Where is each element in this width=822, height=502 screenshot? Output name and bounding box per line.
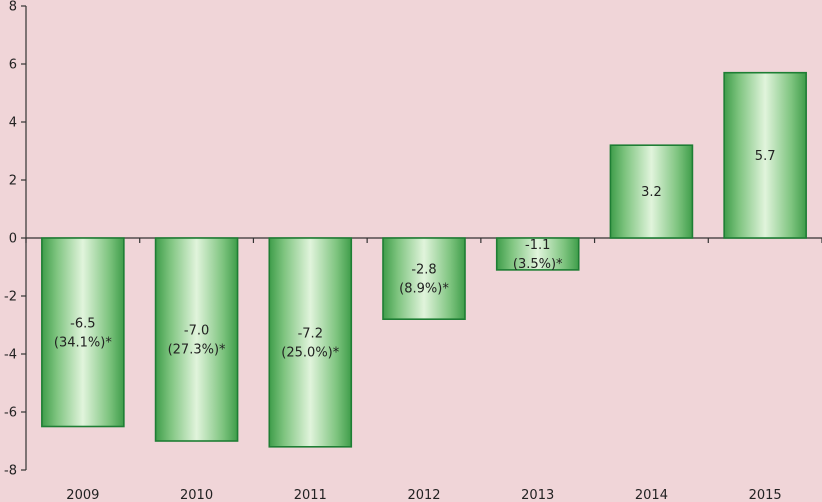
bar-value-label: 5.7 bbox=[755, 149, 776, 164]
y-tick-label: 6 bbox=[9, 58, 17, 73]
bar-percent-label: (34.1%)* bbox=[54, 335, 112, 350]
bar-value-label: -7.2 bbox=[298, 326, 323, 341]
bar-2012 bbox=[382, 237, 466, 320]
bars bbox=[41, 71, 807, 448]
bar-percent-label: (3.5%)* bbox=[513, 257, 563, 272]
bar-2014 bbox=[609, 144, 694, 239]
x-tick-label: 2014 bbox=[635, 488, 668, 502]
y-tick-label: 4 bbox=[9, 116, 17, 131]
bar-value-label: -1.1 bbox=[525, 238, 550, 253]
bar-value-label: 3.2 bbox=[641, 185, 662, 200]
y-axis: -8 -6 -4 -2 0 2 4 6 8 bbox=[4, 0, 27, 479]
bar-2010 bbox=[154, 237, 239, 442]
y-tick-label: 2 bbox=[9, 174, 17, 189]
bar-2015 bbox=[723, 71, 807, 239]
y-tick-label: -4 bbox=[4, 348, 17, 363]
bar-percent-label: (25.0%)* bbox=[281, 345, 339, 360]
y-tick-label: 0 bbox=[9, 232, 17, 247]
y-tick-label: -2 bbox=[4, 290, 17, 305]
bar-percent-label: (27.3%)* bbox=[168, 343, 226, 358]
x-tick-label: 2010 bbox=[180, 488, 213, 502]
bar-2013 bbox=[495, 237, 580, 271]
x-tick-label: 2015 bbox=[749, 488, 782, 502]
y-tick-label: -6 bbox=[4, 406, 17, 421]
bar-2009 bbox=[41, 237, 125, 428]
bar-value-label: -2.8 bbox=[411, 263, 436, 278]
x-tick-label: 2009 bbox=[66, 488, 99, 502]
y-tick-label: 8 bbox=[9, 0, 17, 15]
x-tick-label: 2012 bbox=[407, 488, 440, 502]
x-tick-label: 2013 bbox=[521, 488, 554, 502]
bar-value-label: -7.0 bbox=[184, 324, 209, 339]
bar-2011 bbox=[268, 237, 353, 448]
bar-labels: -6.5 (34.1%)* -7.0 (27.3%)* -7.2 (25.0%)* -2.8… bbox=[54, 149, 776, 361]
y-tick-label: -8 bbox=[4, 464, 17, 479]
bar-percent-label: (8.9%)* bbox=[399, 282, 449, 297]
bar-value-label: -6.5 bbox=[70, 316, 95, 331]
x-tick-label: 2011 bbox=[294, 488, 327, 502]
